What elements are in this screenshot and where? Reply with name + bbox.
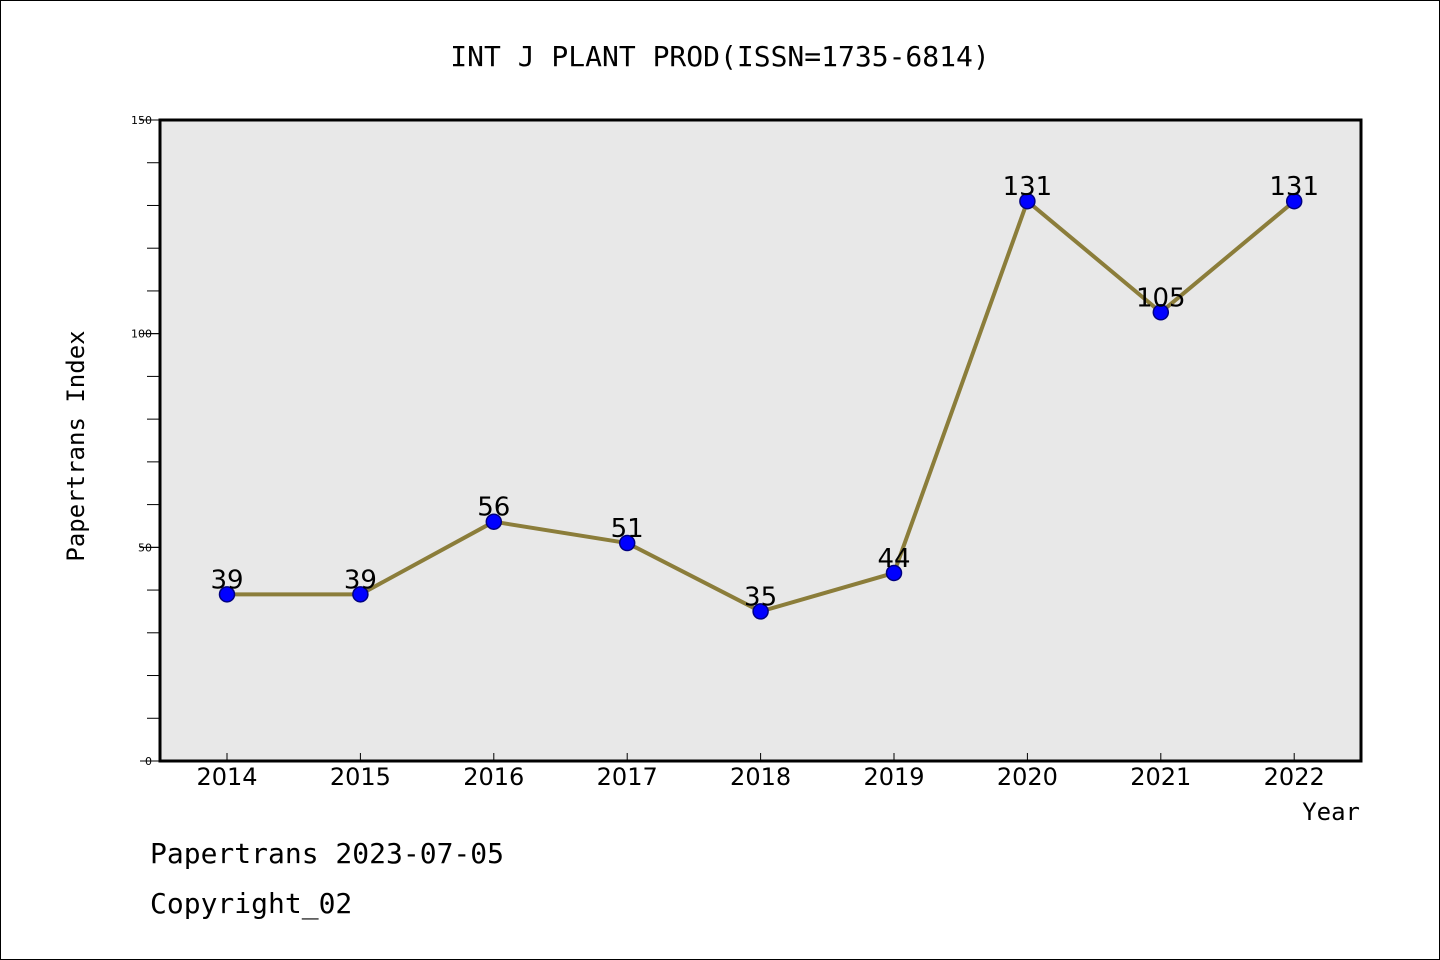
data-labels: 39 39 56 51 35 44 131 105 131 bbox=[210, 172, 1319, 612]
y-tick-label: 150 bbox=[131, 114, 152, 127]
data-point bbox=[1019, 192, 1036, 210]
data-label: 131 bbox=[1003, 172, 1053, 202]
data-label: 35 bbox=[744, 582, 777, 612]
data-label: 39 bbox=[344, 565, 377, 595]
y-axis-title: Papertrans Index bbox=[62, 330, 90, 561]
data-label: 44 bbox=[877, 544, 910, 574]
x-tick-label: 2022 bbox=[1264, 763, 1325, 791]
x-tick-label: 2018 bbox=[730, 763, 791, 791]
plot-area bbox=[158, 118, 1363, 763]
data-point bbox=[485, 513, 503, 530]
data-label: 51 bbox=[611, 514, 644, 544]
data-points bbox=[218, 192, 1303, 620]
chart-title: INT J PLANT PROD(ISSN=1735-6814) bbox=[450, 40, 989, 73]
x-tick-label: 2017 bbox=[597, 763, 658, 791]
data-label: 39 bbox=[210, 565, 243, 595]
data-point bbox=[352, 586, 369, 603]
data-label: 131 bbox=[1269, 172, 1319, 202]
x-tick-label: 2015 bbox=[330, 763, 391, 791]
x-tick-label: 2021 bbox=[1130, 763, 1191, 791]
data-point bbox=[618, 534, 636, 552]
x-tick-label: 2016 bbox=[463, 763, 524, 791]
footer-copyright-text: Copyright_02 bbox=[150, 887, 352, 921]
data-label: 105 bbox=[1136, 283, 1186, 313]
x-axis-title: Year bbox=[1302, 798, 1360, 826]
data-point bbox=[1285, 192, 1303, 210]
x-axis: 2014 2015 2016 2017 2018 2019 2020 2021 2022 bbox=[196, 753, 1325, 791]
data-point bbox=[885, 564, 903, 582]
data-point bbox=[218, 586, 236, 603]
data-label: 56 bbox=[477, 493, 510, 523]
y-tick-label: 0 bbox=[145, 755, 152, 768]
y-axis: 0 50 100 150 bbox=[131, 114, 160, 768]
data-point bbox=[1152, 304, 1170, 321]
x-tick-label: 2014 bbox=[196, 763, 257, 791]
y-tick-label: 100 bbox=[131, 328, 152, 341]
y-tick-label: 50 bbox=[138, 541, 152, 554]
data-point bbox=[752, 603, 769, 620]
footer-source-text: Papertrans 2023-07-05 bbox=[150, 837, 504, 870]
x-tick-label: 2020 bbox=[997, 763, 1058, 791]
x-tick-label: 2019 bbox=[863, 763, 924, 791]
